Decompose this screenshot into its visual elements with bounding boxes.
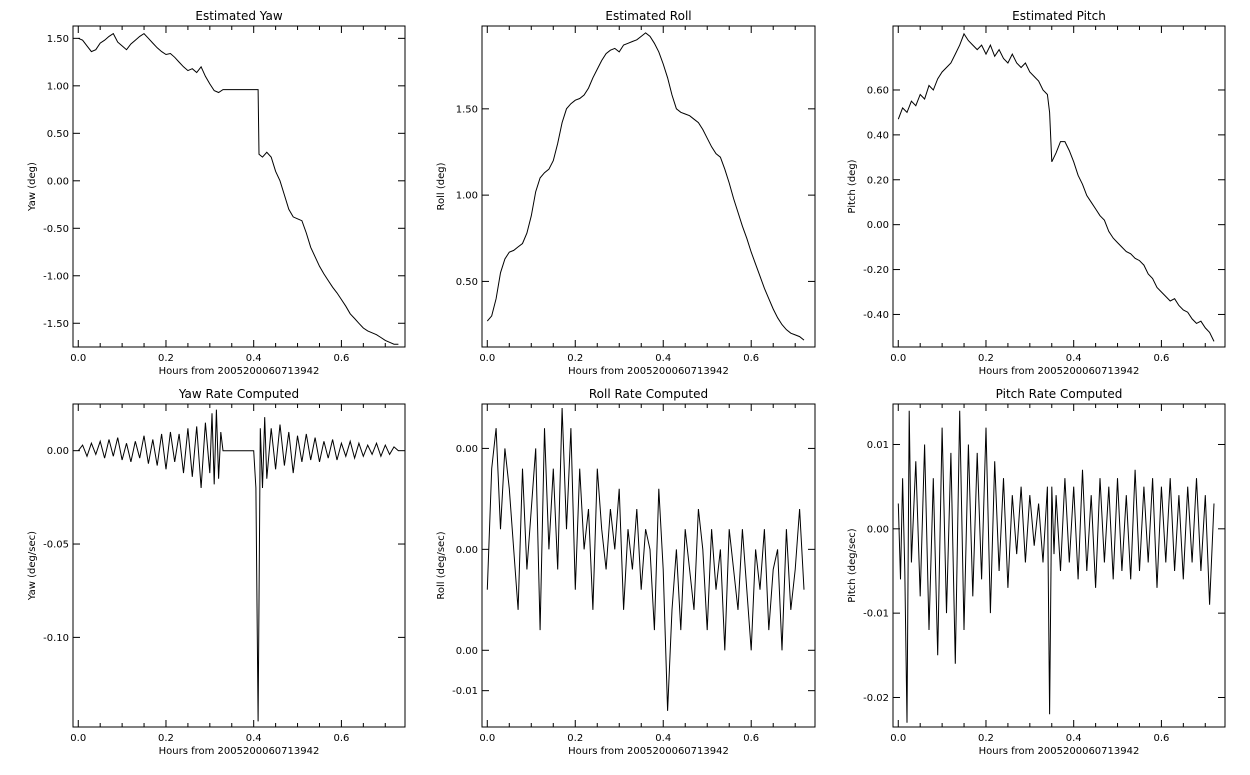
x-axis-label: Hours from 2005200060713942: [568, 746, 729, 757]
series-line: [78, 32, 399, 345]
y-tick-label: 0.00: [456, 646, 478, 657]
y-axis-label: Roll (deg/sec): [436, 531, 447, 599]
x-tick-label: 0.0: [890, 733, 906, 744]
y-axis-label: Pitch (deg/sec): [847, 528, 858, 603]
series-line: [486, 32, 805, 341]
y-tick-label: 0.50: [456, 277, 478, 288]
y-tick-label: 1.50: [456, 104, 478, 115]
x-tick-label: 0.6: [1153, 733, 1169, 744]
y-tick-label: 0.00: [867, 524, 889, 535]
x-tick-label: 0.2: [978, 353, 994, 364]
x-tick-label: 0.6: [743, 353, 759, 364]
panel-4: 0.0 0.2 0.4 0.6 0.00 -0.05 -0.10 Yaw Rate Compu…: [27, 387, 406, 757]
x-axis-label: Hours from 2005200060713942: [979, 366, 1140, 377]
y-tick-label: 0.00: [47, 446, 69, 457]
plot-frame: [72, 25, 406, 348]
x-axis-label: Hours from 2005200060713942: [159, 366, 320, 377]
panel-6: 0.0 0.2 0.4 0.6 0.01 0.00 -0.01 -0.02 Pitch Rate…: [847, 387, 1226, 757]
panel-title: Yaw Rate Computed: [178, 387, 299, 401]
y-tick-label: -1.00: [43, 271, 69, 282]
y-axis-label: Pitch (deg): [847, 159, 858, 213]
x-tick-label: 0.2: [158, 353, 174, 364]
x-tick-label: 0.6: [1153, 353, 1169, 364]
y-tick-label: 0.00: [867, 220, 889, 231]
y-tick-label: 1.50: [47, 34, 69, 45]
panel-title: Pitch Rate Computed: [996, 387, 1123, 401]
series-line: [897, 32, 1215, 342]
y-tick-label: -0.40: [863, 310, 889, 321]
x-tick-label: 0.6: [333, 353, 349, 364]
x-axis-label: Hours from 2005200060713942: [979, 746, 1140, 757]
panel-title: Roll Rate Computed: [589, 387, 708, 401]
x-axis-label: Hours from 2005200060713942: [568, 366, 729, 377]
panel-title: Estimated Roll: [605, 9, 691, 23]
x-tick-label: 0.6: [743, 733, 759, 744]
y-tick-label: 0.00: [456, 444, 478, 455]
y-tick-label: 0.20: [867, 175, 889, 186]
x-tick-label: 0.4: [246, 733, 262, 744]
plot-frame: [72, 403, 406, 728]
y-axis-label: Roll (deg): [436, 162, 447, 210]
y-tick-label: -0.02: [863, 693, 889, 704]
panel-1: 0.0 0.2 0.4 0.6 1.50 1.00 0.50 0.00 -0.50 -1.00 -1…: [27, 9, 406, 377]
series-line: [77, 409, 399, 722]
y-tick-label: -0.01: [452, 686, 478, 697]
panel-title: Estimated Pitch: [1012, 9, 1106, 23]
x-tick-label: 0.0: [70, 353, 86, 364]
panel-title: Estimated Yaw: [195, 9, 282, 23]
y-axis-label: Yaw (deg/sec): [27, 531, 38, 601]
x-tick-label: 0.0: [479, 733, 495, 744]
y-tick-label: -0.50: [43, 224, 69, 235]
x-tick-label: 0.4: [1066, 733, 1082, 744]
y-axis-label: Yaw (deg): [27, 162, 38, 212]
plot-frame: [481, 403, 816, 728]
plot-frame: [892, 25, 1226, 348]
y-tick-label: -0.05: [43, 540, 69, 551]
x-tick-label: 0.2: [158, 733, 174, 744]
y-tick-label: 0.60: [867, 85, 889, 96]
x-tick-label: 0.6: [333, 733, 349, 744]
y-tick-label: 1.00: [47, 81, 69, 92]
y-tick-label: -0.20: [863, 265, 889, 276]
x-tick-label: 0.2: [567, 353, 583, 364]
panel-5: 0.0 0.2 0.4 0.6 0.00 0.00 0.00 -0.01 Roll Rate C…: [436, 387, 816, 757]
y-tick-label: 0.50: [47, 129, 69, 140]
x-tick-label: 0.0: [479, 353, 495, 364]
y-tick-label: -1.50: [43, 319, 69, 330]
series-line: [486, 407, 805, 711]
plot-frame: [481, 25, 816, 348]
panel-3: 0.0 0.2 0.4 0.6 0.60 0.40 0.20 0.00 -0.20 -0.40 Es…: [847, 9, 1226, 377]
x-tick-label: 0.4: [1066, 353, 1082, 364]
x-tick-label: 0.0: [890, 353, 906, 364]
panel-2: 0.0 0.2 0.4 0.6 1.50 1.00 0.50 Estimated Roll Ho…: [436, 9, 816, 377]
y-tick-label: -0.10: [43, 633, 69, 644]
x-tick-label: 0.4: [246, 353, 262, 364]
y-tick-label: -0.01: [863, 609, 889, 620]
x-tick-label: 0.4: [655, 733, 671, 744]
y-tick-label: 0.01: [867, 440, 889, 451]
plot-frame: [892, 403, 1226, 728]
x-tick-label: 0.2: [978, 733, 994, 744]
y-tick-label: 1.00: [456, 191, 478, 202]
x-tick-label: 0.0: [70, 733, 86, 744]
x-tick-label: 0.4: [655, 353, 671, 364]
series-line: [897, 410, 1215, 723]
x-tick-label: 0.2: [567, 733, 583, 744]
x-axis-label: Hours from 2005200060713942: [159, 746, 320, 757]
y-tick-label: 0.40: [867, 130, 889, 141]
y-tick-label: 0.00: [47, 176, 69, 187]
y-tick-label: 0.00: [456, 545, 478, 556]
